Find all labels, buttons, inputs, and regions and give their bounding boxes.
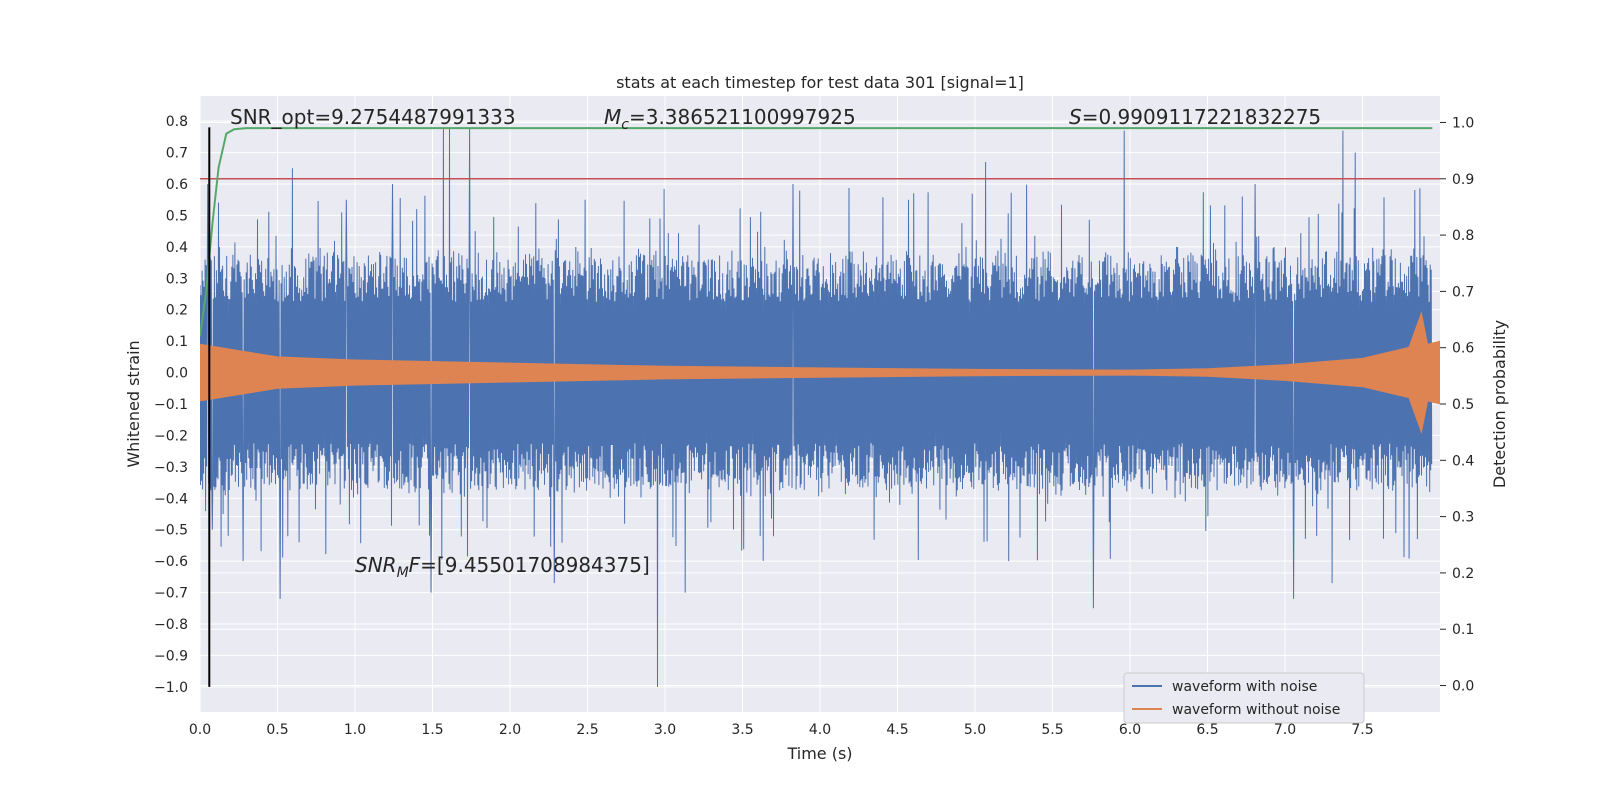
legend-label-noise: waveform with noise [1172,679,1317,695]
annotation-chirp-mass: Mc=3.386521100997925 [604,105,856,133]
y-tick-label: −0.7 [154,586,188,602]
x-axis-label: Time (s) [786,744,852,763]
y2-axis-label: Detection probability [1490,320,1509,488]
legend-label-clean: waveform without noise [1172,702,1340,718]
x-tick-label: 5.5 [1041,722,1063,738]
x-axis-ticks: 0.0 0.5 1.0 1.5 2.0 2.5 3.0 3.5 4.0 4.5 5.0 5.5 6.0 6… [189,722,1374,738]
x-tick-label: 7.0 [1274,722,1296,738]
annotation-snr-mf: SNRMF=[9.45501708984375] [355,553,650,581]
y-tick-label: −0.5 [154,523,188,539]
y-tick-label: 0.3 [166,271,188,287]
series-waveform-without-noise [200,311,1440,435]
x-tick-label: 2.5 [576,722,598,738]
y-tick-label: 0.8 [166,114,188,130]
x-tick-label: 3.5 [731,722,753,738]
y-tick-label: 0.4 [166,240,188,256]
y-tick-label: −0.6 [154,554,188,570]
legend-box [1123,672,1365,724]
y2-tick-label: 0.6 [1452,341,1474,357]
y-tick-label: −0.1 [154,397,188,413]
x-tick-label: 6.5 [1196,722,1218,738]
x-tick-label: 2.0 [499,722,521,738]
y2-tick-label: 0.7 [1452,284,1474,300]
x-tick-label: 3.0 [654,722,676,738]
y-tick-label: 0.2 [166,303,188,319]
y-tick-label: 0.7 [166,146,188,162]
y2-axis-ticks: 1.0 0.9 0.8 0.7 0.6 0.5 0.4 0.3 0.2 0.1 0.0 [1440,115,1474,695]
y2-tick-label: 0.8 [1452,228,1474,244]
chart-title: stats at each timestep for test data 301… [616,73,1024,92]
x-tick-label: 0.5 [266,722,288,738]
series-detection-probability [200,127,1433,337]
x-tick-label: 7.5 [1351,722,1373,738]
x-tick-label: 4.5 [886,722,908,738]
y2-tick-label: 0.1 [1452,622,1474,638]
y-tick-label: −0.3 [154,460,188,476]
x-tick-label: 0.0 [189,722,211,738]
y-tick-label: 0.6 [166,177,188,193]
legend: waveform with noise waveform without noi… [1123,672,1365,724]
y2-tick-label: 0.9 [1452,172,1474,188]
x-tick-label: 5.0 [964,722,986,738]
y2-tick-label: 0.3 [1452,510,1474,526]
y2-tick-label: 0.0 [1452,679,1474,695]
annotation-snr-opt: SNR_opt=9.2754487991333 [230,105,516,129]
x-tick-label: 1.0 [344,722,366,738]
y-tick-label: 0.1 [166,334,188,350]
y-axis-ticks: 0.8 0.7 0.6 0.5 0.4 0.3 0.2 0.1 0.0 −0.1 −0.2 −0.3 −… [154,114,188,696]
y2-tick-label: 0.4 [1452,453,1474,469]
y2-tick-label: 0.2 [1452,566,1474,582]
y-tick-label: 0.0 [166,366,188,382]
y2-tick-label: 1.0 [1452,115,1474,131]
y-tick-label: −0.9 [154,648,188,664]
y-tick-label: −0.8 [154,617,188,633]
y2-tick-label: 0.5 [1452,397,1474,413]
x-tick-label: 4.0 [809,722,831,738]
y-axis-label: Whitened strain [124,340,143,467]
y-tick-label: −0.4 [154,491,188,507]
series-waveform-with-noise [200,127,1433,687]
y-tick-label: 0.5 [166,208,188,224]
x-tick-label: 1.5 [421,722,443,738]
x-tick-label: 6.0 [1119,722,1141,738]
y-tick-label: −1.0 [154,680,188,696]
y-tick-label: −0.2 [154,428,188,444]
annotation-match: S=0.9909117221832275 [1069,105,1321,129]
